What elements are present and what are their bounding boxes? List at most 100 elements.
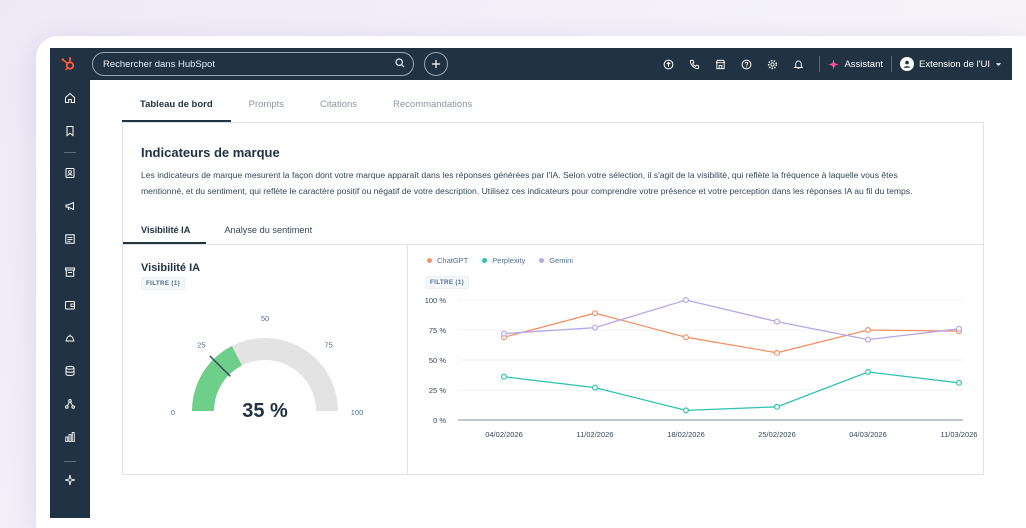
phone-icon[interactable] <box>681 48 707 80</box>
hubspot-logo-icon[interactable] <box>50 48 86 80</box>
gauge-tick-label: 100 <box>351 408 364 417</box>
megaphone-icon <box>65 201 74 211</box>
legend-dot-perplexity <box>482 258 488 263</box>
database-icon <box>65 365 75 376</box>
legend-item-gemini[interactable]: Gemini <box>539 256 573 265</box>
sidebar-item-bookmarks[interactable] <box>50 120 90 142</box>
data-point-perplexity[interactable] <box>865 368 872 375</box>
subtabs-divider <box>123 244 983 245</box>
x-tick-label: 25/02/2026 <box>758 430 796 439</box>
chevron-down-icon <box>995 62 1002 66</box>
data-point-gemini[interactable] <box>865 336 872 343</box>
tab-prompts[interactable]: Prompts <box>248 99 285 110</box>
visibility-gauge: 0 25 50 75 100 35 % <box>171 314 364 422</box>
account-menu[interactable]: Extension de l'UI <box>900 57 1002 71</box>
marketplace-icon[interactable] <box>707 48 733 80</box>
y-tick-label: 75 % <box>429 326 446 335</box>
series-line-perplexity <box>503 371 960 412</box>
gauge-filter-badge[interactable]: FILTRE (1) <box>141 277 186 290</box>
service-bell-icon <box>65 334 75 342</box>
x-tick-label: 18/02/2026 <box>667 430 705 439</box>
toolbar-divider <box>819 56 821 72</box>
x-tick-label: 11/03/2026 <box>941 430 978 439</box>
wallet-icon <box>65 301 75 310</box>
legend-item-perplexity[interactable]: Perplexity <box>482 256 525 265</box>
sidebar-item-reporting[interactable] <box>50 426 90 448</box>
data-point-chatgpt[interactable] <box>592 310 599 317</box>
gauge-fill <box>192 345 243 412</box>
assistant-button[interactable]: Assistant <box>828 59 883 70</box>
main-content: Tableau de bord Prompts Citations Recomm… <box>90 80 1012 518</box>
data-point-perplexity[interactable] <box>592 384 599 391</box>
sidebar-item-commerce[interactable] <box>50 261 90 283</box>
workflow-icon <box>65 399 75 409</box>
search-placeholder: Rechercher dans HubSpot <box>103 58 215 70</box>
gauge-tick-label: 75 <box>324 340 332 349</box>
chart-filter-badge[interactable]: FILTRE (1) <box>425 276 470 289</box>
sidebar-divider <box>64 152 76 153</box>
data-point-gemini[interactable] <box>500 330 507 337</box>
y-tick-label: 100 % <box>425 296 447 305</box>
data-point-perplexity[interactable] <box>774 403 781 410</box>
gauge-panel-title: Visibilité IA <box>141 262 201 274</box>
subtab-ai-visibility[interactable]: Visibilité IA <box>123 220 207 244</box>
data-point-chatgpt[interactable] <box>683 334 690 341</box>
sidebar-item-sales[interactable] <box>50 294 90 316</box>
subtab-sentiment-analysis[interactable]: Analyse du sentiment <box>224 225 313 235</box>
upgrade-icon[interactable] <box>655 48 681 80</box>
data-point-perplexity[interactable] <box>500 373 507 380</box>
sidebar <box>50 80 90 518</box>
top-navigation-bar: Rechercher dans HubSpot <box>50 48 1012 80</box>
gauge-tick-label: 0 <box>171 408 175 417</box>
sidebar-item-ai[interactable] <box>50 469 90 491</box>
contacts-icon <box>65 168 75 178</box>
legend-item-chatgpt[interactable]: ChatGPT <box>427 256 468 265</box>
brand-indicators-card: Indicateurs de marque Les indicateurs de… <box>122 122 984 475</box>
data-point-gemini[interactable] <box>955 325 962 332</box>
data-point-chatgpt[interactable] <box>774 349 781 356</box>
x-tick-label: 11/02/2026 <box>577 430 614 439</box>
toolbar-divider <box>891 56 892 72</box>
search-input[interactable]: Rechercher dans HubSpot <box>92 52 414 76</box>
gauge-value-label: 35 % <box>242 400 288 422</box>
visibility-line-chart: 100 % 75 % 50 % 25 % 0 % 04/02/2026 11/02/202… <box>425 296 978 439</box>
data-point-gemini[interactable] <box>774 318 781 325</box>
sidebar-item-marketing[interactable] <box>50 195 90 217</box>
y-tick-label: 50 % <box>429 356 446 365</box>
y-tick-label: 0 % <box>433 416 446 425</box>
sparkle-icon <box>828 58 839 70</box>
data-point-gemini[interactable] <box>683 296 690 304</box>
settings-gear-icon[interactable] <box>759 48 785 80</box>
subtabs: Visibilité IA Analyse du sentiment <box>123 220 312 244</box>
sidebar-item-data[interactable] <box>50 360 90 382</box>
data-point-perplexity[interactable] <box>955 379 962 386</box>
sidebar-item-content[interactable] <box>50 228 90 250</box>
sidebar-item-automation[interactable] <box>50 393 90 415</box>
tab-citations[interactable]: Citations <box>320 99 358 110</box>
y-tick-label: 25 % <box>429 386 446 395</box>
assistant-label: Assistant <box>844 58 883 70</box>
account-label: Extension de l'UI <box>919 58 990 70</box>
sidebar-divider <box>64 461 76 462</box>
sidebar-item-contacts[interactable] <box>50 162 90 184</box>
data-point-chatgpt[interactable] <box>865 326 872 333</box>
sidebar-item-service[interactable] <box>50 327 90 349</box>
series-line-gemini <box>503 299 960 341</box>
chart-legend: ChatGPT Perplexity Gemini <box>427 256 573 265</box>
x-tick-label: 04/02/2026 <box>485 430 523 439</box>
notifications-bell-icon[interactable] <box>785 48 811 80</box>
legend-label-gemini: Gemini <box>549 256 573 265</box>
create-button[interactable] <box>424 52 448 76</box>
help-icon[interactable] <box>733 48 759 80</box>
plus-icon <box>432 60 440 68</box>
series-line-chatgpt <box>503 312 960 354</box>
tab-dashboard[interactable]: Tableau de bord <box>122 94 231 122</box>
bar-chart-icon <box>65 432 75 442</box>
sidebar-item-home[interactable] <box>50 87 90 109</box>
data-point-gemini[interactable] <box>592 324 599 331</box>
tab-recommendations[interactable]: Recommandations <box>393 99 473 110</box>
card-title: Indicateurs de marque <box>141 145 280 160</box>
search-icon[interactable] <box>395 57 405 71</box>
legend-dot-chatgpt <box>427 258 432 263</box>
data-point-perplexity[interactable] <box>683 407 690 414</box>
